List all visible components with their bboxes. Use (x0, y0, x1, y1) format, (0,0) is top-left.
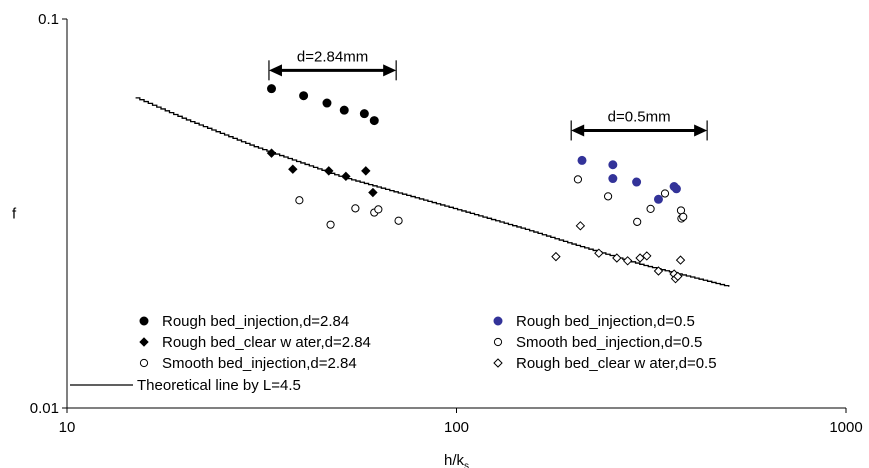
series-5 (551, 221, 686, 284)
legend-entry-4: Smooth bed_injection,d=0.5 (493, 334, 702, 351)
data-point (673, 271, 683, 282)
data-point (608, 174, 618, 184)
data-point (575, 221, 586, 231)
series-1 (266, 148, 378, 198)
legend-label: Theoretical line by L=4.5 (137, 377, 301, 394)
data-point (324, 166, 334, 176)
data-point (653, 266, 664, 276)
legend-label: Rough bed_clear w ater,d=0.5 (516, 355, 717, 372)
data-point (369, 116, 379, 126)
legend-marker (139, 358, 149, 368)
legend-marker (139, 316, 149, 326)
range-annotation-1: d=0.5mm (570, 108, 708, 141)
data-point (351, 204, 360, 213)
axis-ticks: 10 100 1000 0.01 0.1 (30, 11, 863, 436)
range-label: d=0.5mm (608, 108, 671, 125)
data-point (594, 248, 604, 258)
legend-marker (139, 337, 149, 347)
data-point (603, 192, 613, 201)
legend-entry-2: Smooth bed_injection,d=2.84 (139, 355, 357, 372)
data-point (341, 171, 351, 182)
legend-label: Rough bed_injection,d=2.84 (162, 313, 349, 330)
data-point (551, 251, 561, 262)
data-point (642, 251, 652, 261)
data-point (608, 160, 618, 170)
data-point (573, 175, 583, 184)
x-axis-label-main: h/k (444, 452, 465, 468)
data-point (679, 212, 688, 221)
legend: Rough bed_injection,d=2.84 Rough bed_clea… (70, 313, 717, 394)
legend-label: Smooth bed_injection,d=0.5 (516, 334, 702, 351)
data-point (322, 98, 332, 108)
legend-marker (493, 358, 503, 368)
legend-entry-3: Rough bed_injection,d=0.5 (493, 313, 695, 330)
series-2 (295, 196, 403, 229)
annotations: d=2.84mm d=0.5mm (268, 48, 708, 141)
range-label: d=2.84mm (297, 48, 368, 65)
legend-entry-0: Rough bed_injection,d=2.84 (139, 313, 349, 330)
y-tick-label: 0.01 (30, 400, 59, 417)
data-point (632, 177, 642, 187)
data-point (635, 253, 645, 263)
data-point (361, 166, 371, 176)
data-points (266, 84, 688, 284)
legend-entry-1: Rough bed_clear w ater,d=2.84 (139, 334, 371, 351)
data-point (622, 256, 633, 266)
data-point (675, 255, 686, 265)
range-arrow-head-left (571, 124, 585, 137)
x-tick-label: 100 (444, 419, 469, 436)
data-point (288, 164, 298, 174)
data-point (653, 194, 663, 204)
x-axis-label-subscript: s (464, 461, 469, 468)
legend-marker (493, 316, 503, 326)
legend-label: Rough bed_clear w ater,d=2.84 (162, 334, 371, 351)
x-axis-label: h/ks (444, 452, 469, 468)
x-tick-label: 10 (59, 419, 76, 436)
data-point (299, 91, 309, 101)
data-point (646, 204, 655, 213)
data-point (295, 196, 304, 205)
plot-area: 10 100 1000 0.01 0.1 d=2.84mm d=0.5mm (30, 11, 863, 436)
legend-marker (493, 337, 503, 347)
data-point (368, 187, 378, 198)
data-point (633, 217, 642, 226)
y-axis-label: f (12, 206, 17, 223)
range-annotation-0: d=2.84mm (268, 48, 397, 81)
data-point (339, 105, 349, 115)
series-0 (267, 84, 379, 126)
x-tick-label: 1000 (829, 419, 862, 436)
range-arrow-head-right (694, 124, 708, 137)
data-point (266, 148, 277, 158)
series-4 (573, 175, 688, 226)
data-point (577, 155, 587, 165)
series-3 (577, 155, 681, 204)
data-point (671, 184, 681, 194)
range-arrow-head-left (268, 64, 282, 77)
range-arrow-head-right (383, 64, 397, 77)
data-point (267, 84, 277, 94)
y-tick-label: 0.1 (38, 11, 59, 28)
data-point (326, 220, 335, 229)
legend-entry-line: Theoretical line by L=4.5 (70, 377, 301, 394)
legend-entry-5: Rough bed_clear w ater,d=0.5 (493, 355, 717, 372)
data-point (374, 205, 383, 214)
data-point (660, 189, 670, 198)
data-point (612, 253, 622, 263)
data-point (394, 216, 403, 225)
legend-label: Smooth bed_injection,d=2.84 (162, 355, 357, 372)
data-point (359, 109, 369, 119)
legend-label: Rough bed_injection,d=0.5 (516, 313, 695, 330)
